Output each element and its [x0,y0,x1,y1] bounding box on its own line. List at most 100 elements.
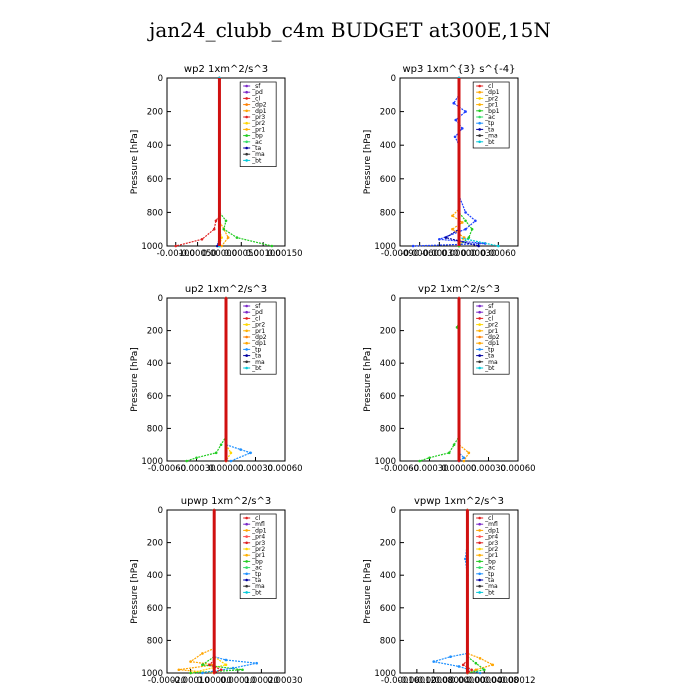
series-point [478,671,482,675]
series-point [214,451,218,455]
legend-marker [478,329,481,333]
series-point [224,658,228,662]
legend-marker [478,522,481,526]
series-line-pr1 [419,298,460,462]
y-tick-label: 1000 [141,242,163,252]
series-point [231,666,235,670]
legend-marker [245,572,248,576]
series-point [239,448,243,451]
chart-panel-vp2: vp2 1xm^2/s^3 Pressure [hPa] 0 200 400 600 800… [363,284,536,474]
plot-frame [399,509,519,674]
legend-marker [245,90,248,94]
series-point [185,459,188,463]
x-tick-label: 0.00000 [208,464,243,474]
legend-entry: _ma [251,151,265,158]
series-point [477,244,480,248]
x-tick-label: 0.00000 [450,676,485,686]
chart-panel-wp2: wp2 1xm^2/s^3 Pressure [hPa] 0 200 400 600 800… [130,64,303,259]
series-point [457,665,461,668]
legend-entry: _cl [484,315,493,322]
series-point [226,236,230,239]
series-line-tp [202,510,257,674]
legend-entry: _pr2 [251,322,265,329]
x-tick-label: 0.00000 [202,249,237,259]
legend-marker [245,560,248,563]
x-tick-label: -0.00090 [381,249,419,259]
legend-marker [478,115,481,119]
series-point [229,451,233,455]
legend-marker [245,584,248,588]
x-tick-label: -0.00016 [381,676,419,686]
legend-marker [478,90,481,94]
legend-marker [478,323,481,326]
legend-entry: _ta [484,126,494,133]
legend-marker [478,560,481,563]
series-point [452,443,456,446]
legend-entry: _tp [484,571,494,578]
legend-entry: _pr2 [251,120,265,127]
x-tick-label: 0.00008 [484,676,519,686]
legend-marker [245,516,248,520]
legend-entry: _mfl [484,521,498,528]
legend-entry: _pd [251,309,263,316]
chart-title: wp3 1xm^{3} s^{-4} [402,64,515,75]
x-tick-label: -0.00030 [410,464,448,474]
y-tick-label: 200 [147,108,163,118]
y-tick-label: 800 [380,208,396,218]
legend-entry: _ma [484,133,498,140]
legend-entry: _sf [484,303,494,310]
series-point [177,668,181,672]
x-tick-label: 0.00060 [500,464,535,474]
legend-entry: _pd [484,309,496,316]
y-tick-label: 0 [158,294,163,304]
legend-entry: _cl [484,515,493,522]
legend-marker [478,335,481,339]
legend-marker [478,128,481,131]
series-point [174,244,178,248]
x-tick-label: 0.00030 [267,676,302,686]
series-point [444,236,448,239]
series-point [478,657,482,660]
legend-entry: _bt [251,365,262,372]
series-point [438,237,441,241]
series-point [470,227,474,231]
legend-entry: _pr3 [251,114,265,121]
y-tick-label: 200 [380,539,396,549]
x-tick-label: 0.00000 [441,464,476,474]
series-line-cl [175,78,221,247]
x-tick-label: -0.00020 [148,676,186,686]
legend-marker [478,317,481,320]
legend-marker [478,140,481,144]
legend-marker [245,578,248,582]
series-point [462,459,466,463]
chart-title: vp2 1xm^2/s^3 [418,284,500,295]
x-tick-label: 0.00050 [224,249,259,259]
legend-entry: _sf [251,83,261,90]
legend-entry: _cl [251,315,260,322]
legend-entry: _bp [251,133,263,140]
legend-entry: _pr1 [251,552,265,559]
legend-marker [245,146,248,150]
series-line-tp [433,510,481,674]
y-tick-label: 600 [380,604,396,614]
y-axis-label: Pressure [hPa] [130,130,140,195]
legend-entry: _ta [484,353,494,360]
legend-marker [245,341,248,345]
series-point [464,227,467,231]
series-point [464,110,467,113]
legend-marker [245,97,248,100]
series-point [461,663,465,667]
legend-entry: _bt [484,589,495,596]
legend-entry: _pr1 [251,126,265,133]
series-point [449,655,452,658]
legend-marker [478,121,481,125]
legend-marker [245,553,248,557]
x-tick-label: 0.00030 [461,249,496,259]
series-line-bp [190,510,243,674]
series-point [201,671,204,675]
legend-entry: _ac [484,114,495,121]
y-tick-label: 800 [380,424,396,434]
legend-entry: _ma [484,583,498,590]
y-tick-label: 800 [380,636,396,646]
legend-marker [478,516,481,520]
